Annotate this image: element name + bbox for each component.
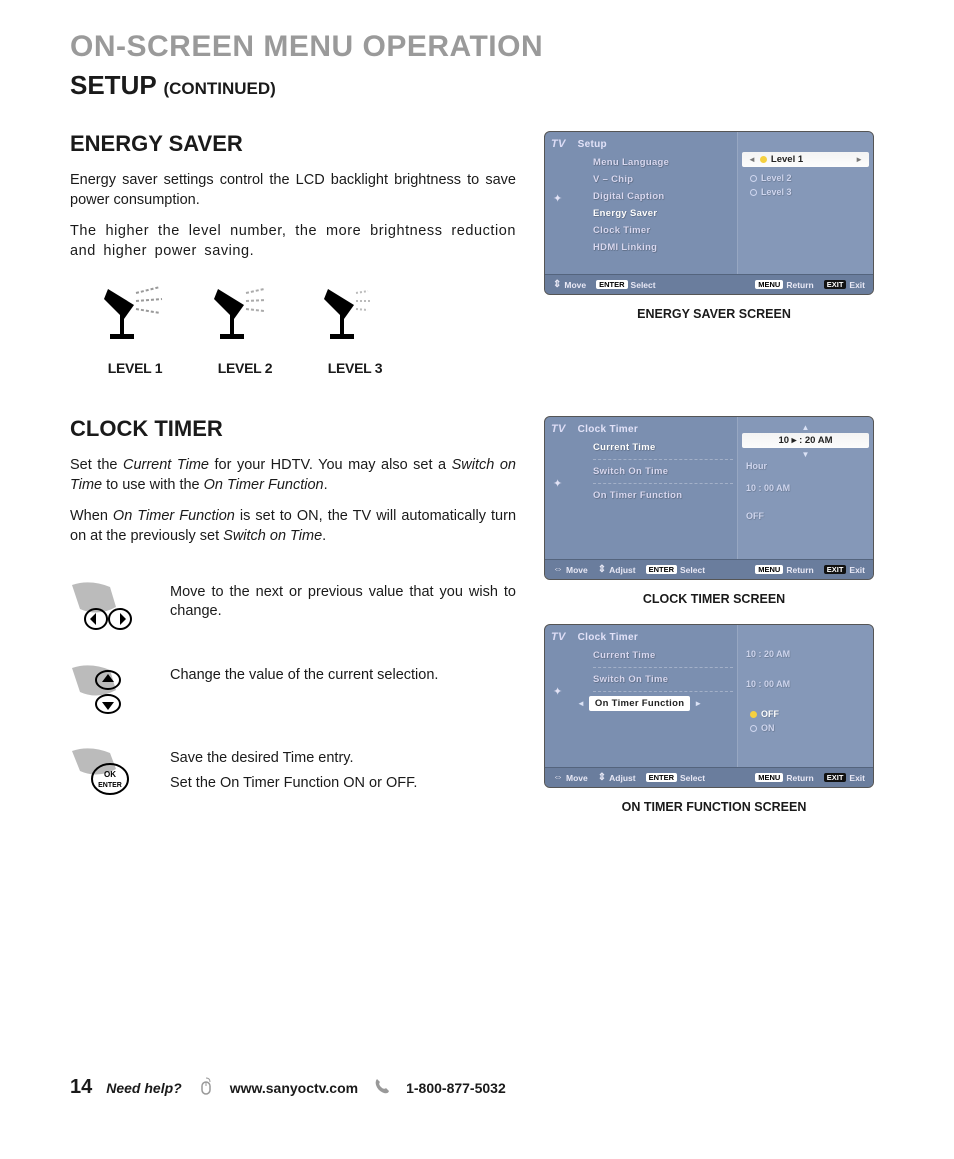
osd-ontimer: TV Clock Timer Current Time Switch On Ti… [544, 624, 874, 788]
levels-row: LEVEL 1 LEVEL 2 [100, 279, 516, 376]
clock-heading: CLOCK TIMER [70, 416, 516, 442]
osd1-tv: TV [551, 138, 566, 150]
osd1-caption: ENERGY SAVER SCREEN [544, 307, 884, 321]
need-help-label: Need help? [106, 1080, 181, 1096]
instr-3-text: Save the desired Time entry. Set the On … [170, 743, 417, 800]
clock-p2: When On Timer Function is set to ON, the… [70, 507, 516, 546]
level-3-label: LEVEL 3 [320, 360, 390, 376]
footer-url: www.sanyoctv.com [230, 1080, 358, 1096]
osd2-time: 10 ▸ : 20 AM [742, 433, 869, 448]
osd3-v1: 10 : 20 AM [742, 647, 869, 661]
osd1-item-1: V – Chip [593, 171, 733, 188]
spotlight-icon [320, 279, 390, 349]
osd3-v2: 10 : 00 AM [742, 677, 869, 691]
osd1-foot: Move ENTERSelect MENUReturn EXITExit [545, 274, 873, 294]
osd-clock: TV Clock Timer Current Time Switch On Ti… [544, 416, 874, 580]
energy-p1: Energy saver settings control the LCD ba… [70, 171, 516, 210]
sub-title: SETUP (CONTINUED) [70, 70, 884, 101]
remote-updown-icon [70, 660, 148, 716]
osd2-v3: OFF [742, 509, 869, 523]
instr-1: Move to the next or previous value that … [70, 577, 516, 638]
osd1-item-2: Digital Caption [593, 188, 733, 205]
osd2-hour: Hour [742, 459, 869, 473]
clock-p1: Set the Current Time for your HDTV. You … [70, 456, 516, 495]
osd3-item-1: Switch On Time [593, 671, 733, 688]
osd2-item-0: Current Time [593, 439, 733, 456]
osd3-caption: ON TIMER FUNCTION SCREEN [544, 800, 884, 814]
osd1-opt-0-label: Level 1 [771, 154, 803, 165]
osd2-tv: TV [551, 423, 566, 435]
instr-1-text: Move to the next or previous value that … [170, 577, 516, 622]
energy-p2: The higher the level number, the more br… [70, 222, 516, 261]
level-1: LEVEL 1 [100, 279, 170, 376]
osd3-foot: Move Adjust ENTERSelect MENUReturn EXITE… [545, 767, 873, 787]
svg-text:ENTER: ENTER [98, 782, 122, 789]
phone-icon [372, 1076, 392, 1099]
osd2-caption: CLOCK TIMER SCREEN [544, 592, 884, 606]
osd1-item-0: Menu Language [593, 154, 733, 171]
main-title: ON-SCREEN MENU OPERATION [70, 30, 884, 64]
svg-text:OK: OK [104, 770, 116, 779]
osd2-item-1: Switch On Time [593, 463, 733, 480]
pointer-icon: ✦ [553, 685, 562, 698]
instr-3: OK ENTER Save the desired Time entry. Se… [70, 743, 516, 804]
page-number: 14 [70, 1076, 92, 1099]
osd1-item-4: Clock Timer [593, 222, 733, 239]
level-2-label: LEVEL 2 [210, 360, 280, 376]
osd2-title: Clock Timer [578, 424, 638, 435]
instr-2-text: Change the value of the current selectio… [170, 660, 438, 686]
osd2-foot: Move Adjust ENTERSelect MENUReturn EXITE… [545, 559, 873, 579]
osd1-opt-2: Level 3 [742, 185, 869, 199]
sub-title-cont: (CONTINUED) [163, 79, 275, 98]
sub-title-main: SETUP [70, 70, 156, 100]
osd3-tv: TV [551, 631, 566, 643]
osd1-opt-0: Level 1 [742, 152, 869, 167]
osd3-item-2: On Timer Function [589, 696, 690, 711]
osd1-item-5: HDMI Linking [593, 239, 733, 256]
mouse-icon [196, 1076, 216, 1099]
pointer-icon: ✦ [553, 477, 562, 490]
energy-heading: ENERGY SAVER [70, 131, 516, 157]
footer-phone: 1-800-877-5032 [406, 1080, 506, 1096]
osd3-title: Clock Timer [578, 632, 638, 643]
osd1-opt-1: Level 2 [742, 171, 869, 185]
osd3-opt-0: OFF [742, 707, 869, 721]
osd2-item-2: On Timer Function [593, 487, 733, 504]
spotlight-icon [210, 279, 280, 349]
pointer-icon: ✦ [553, 192, 562, 205]
level-2: LEVEL 2 [210, 279, 280, 376]
remote-ok-icon: OK ENTER [70, 743, 148, 799]
remote-leftright-icon [70, 577, 148, 633]
osd1-item-3: Energy Saver [593, 205, 733, 222]
osd2-v2: 10 : 00 AM [742, 481, 869, 495]
instr-2: Change the value of the current selectio… [70, 660, 516, 721]
level-1-label: LEVEL 1 [100, 360, 170, 376]
osd3-opt-1: ON [742, 721, 869, 735]
osd3-item-0: Current Time [593, 647, 733, 664]
page-footer: 14 Need help? www.sanyoctv.com 1-800-877… [70, 1076, 884, 1099]
spotlight-icon [100, 279, 170, 349]
level-3: LEVEL 3 [320, 279, 390, 376]
osd-energy: TV Setup Menu Language V – Chip Digital … [544, 131, 874, 295]
osd1-title: Setup [578, 139, 607, 150]
